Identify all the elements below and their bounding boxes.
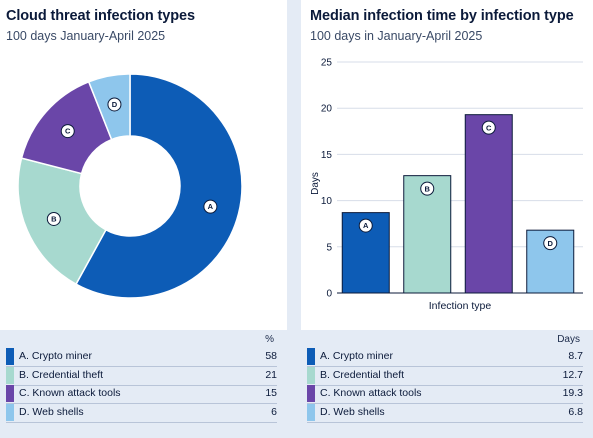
y-tick-label: 10 xyxy=(321,196,333,207)
pie-legend-header: % xyxy=(265,334,274,345)
infection-types-panel: Cloud threat infection types 100 days Ja… xyxy=(0,0,287,438)
bar-label-b: B xyxy=(420,181,435,196)
pie-legend-table: % A. Crypto miner 58 B. Credential theft 21… xyxy=(0,330,287,438)
legend-value: 19.3 xyxy=(562,387,583,399)
legend-swatch xyxy=(307,385,315,402)
legend-label: A. Crypto miner xyxy=(19,350,92,362)
svg-text:B: B xyxy=(51,215,57,224)
legend-swatch xyxy=(6,366,14,384)
donut-slice-a xyxy=(75,73,243,299)
bar-legend-header: Days xyxy=(557,334,580,345)
svg-text:A: A xyxy=(208,202,214,211)
legend-label: B. Credential theft xyxy=(19,368,104,381)
legend-swatch xyxy=(6,403,14,421)
left-legend-row-b: B. Credential theft 21 xyxy=(6,366,277,386)
legend-value: 6 xyxy=(271,405,277,418)
bar-legend-table: Days A. Crypto miner 8.7 B. Credential the… xyxy=(301,330,593,438)
bar-c xyxy=(464,114,513,294)
donut-slice-label-c: C xyxy=(60,124,75,139)
infection-time-panel: Median infection time by infection type … xyxy=(301,0,593,438)
y-tick-label: 25 xyxy=(321,58,333,69)
bar-chart-subtitle: 100 days in January-April 2025 xyxy=(310,29,483,43)
svg-text:D: D xyxy=(548,239,554,248)
legend-label: D. Web shells xyxy=(19,405,84,418)
y-tick-label: 20 xyxy=(321,104,333,115)
y-tick-label: 15 xyxy=(321,150,333,161)
donut-slice-label-a: A xyxy=(203,199,218,214)
bar-chart-title: Median infection time by infection type xyxy=(310,8,574,24)
donut-slice-label-b: B xyxy=(46,211,61,226)
bar-chart: 0 5 10 15 20 25 Days A B C D Infection type xyxy=(310,58,583,312)
legend-label: C. Known attack tools xyxy=(320,387,422,399)
bar-label-d: D xyxy=(543,236,558,251)
donut-slice-b xyxy=(17,157,107,286)
bar-label-c: C xyxy=(481,120,496,135)
right-legend-row-b: B. Credential theft 12.7 xyxy=(307,366,583,386)
legend-label: B. Credential theft xyxy=(320,368,405,381)
legend-value: 58 xyxy=(265,350,277,362)
svg-text:C: C xyxy=(65,127,71,136)
donut-chart: A B C D xyxy=(17,73,243,299)
legend-swatch xyxy=(6,348,14,365)
legend-swatch xyxy=(307,366,315,384)
legend-label: C. Known attack tools xyxy=(19,387,121,399)
y-axis-label: Days xyxy=(310,172,321,195)
legend-value: 21 xyxy=(265,368,277,381)
donut-slice-label-d: D xyxy=(107,97,122,112)
right-legend-row-a: A. Crypto miner 8.7 xyxy=(307,348,583,367)
pie-chart-title: Cloud threat infection types xyxy=(6,8,195,24)
legend-label: D. Web shells xyxy=(320,405,385,418)
legend-value: 6.8 xyxy=(568,405,583,418)
legend-value: 15 xyxy=(265,387,277,399)
svg-text:C: C xyxy=(486,123,492,132)
left-legend-row-c: C. Known attack tools 15 xyxy=(6,385,277,404)
pie-chart-subtitle: 100 days January-April 2025 xyxy=(6,29,166,43)
svg-text:B: B xyxy=(425,184,431,193)
legend-value: 8.7 xyxy=(568,350,583,362)
legend-swatch xyxy=(6,385,14,402)
right-legend-row-c: C. Known attack tools 19.3 xyxy=(307,385,583,404)
legend-label: A. Crypto miner xyxy=(320,350,393,362)
svg-text:D: D xyxy=(112,100,118,109)
y-tick-label: 5 xyxy=(326,242,332,253)
left-legend-row-a: A. Crypto miner 58 xyxy=(6,348,277,367)
legend-value: 12.7 xyxy=(562,368,583,381)
right-legend-row-d: D. Web shells 6.8 xyxy=(307,403,583,423)
x-axis-label: Infection type xyxy=(429,300,492,312)
bar-label-a: A xyxy=(358,218,373,233)
legend-swatch xyxy=(307,403,315,421)
left-legend-row-d: D. Web shells 6 xyxy=(6,403,277,423)
y-tick-label: 0 xyxy=(326,289,332,300)
legend-swatch xyxy=(307,348,315,365)
svg-text:A: A xyxy=(363,221,369,230)
